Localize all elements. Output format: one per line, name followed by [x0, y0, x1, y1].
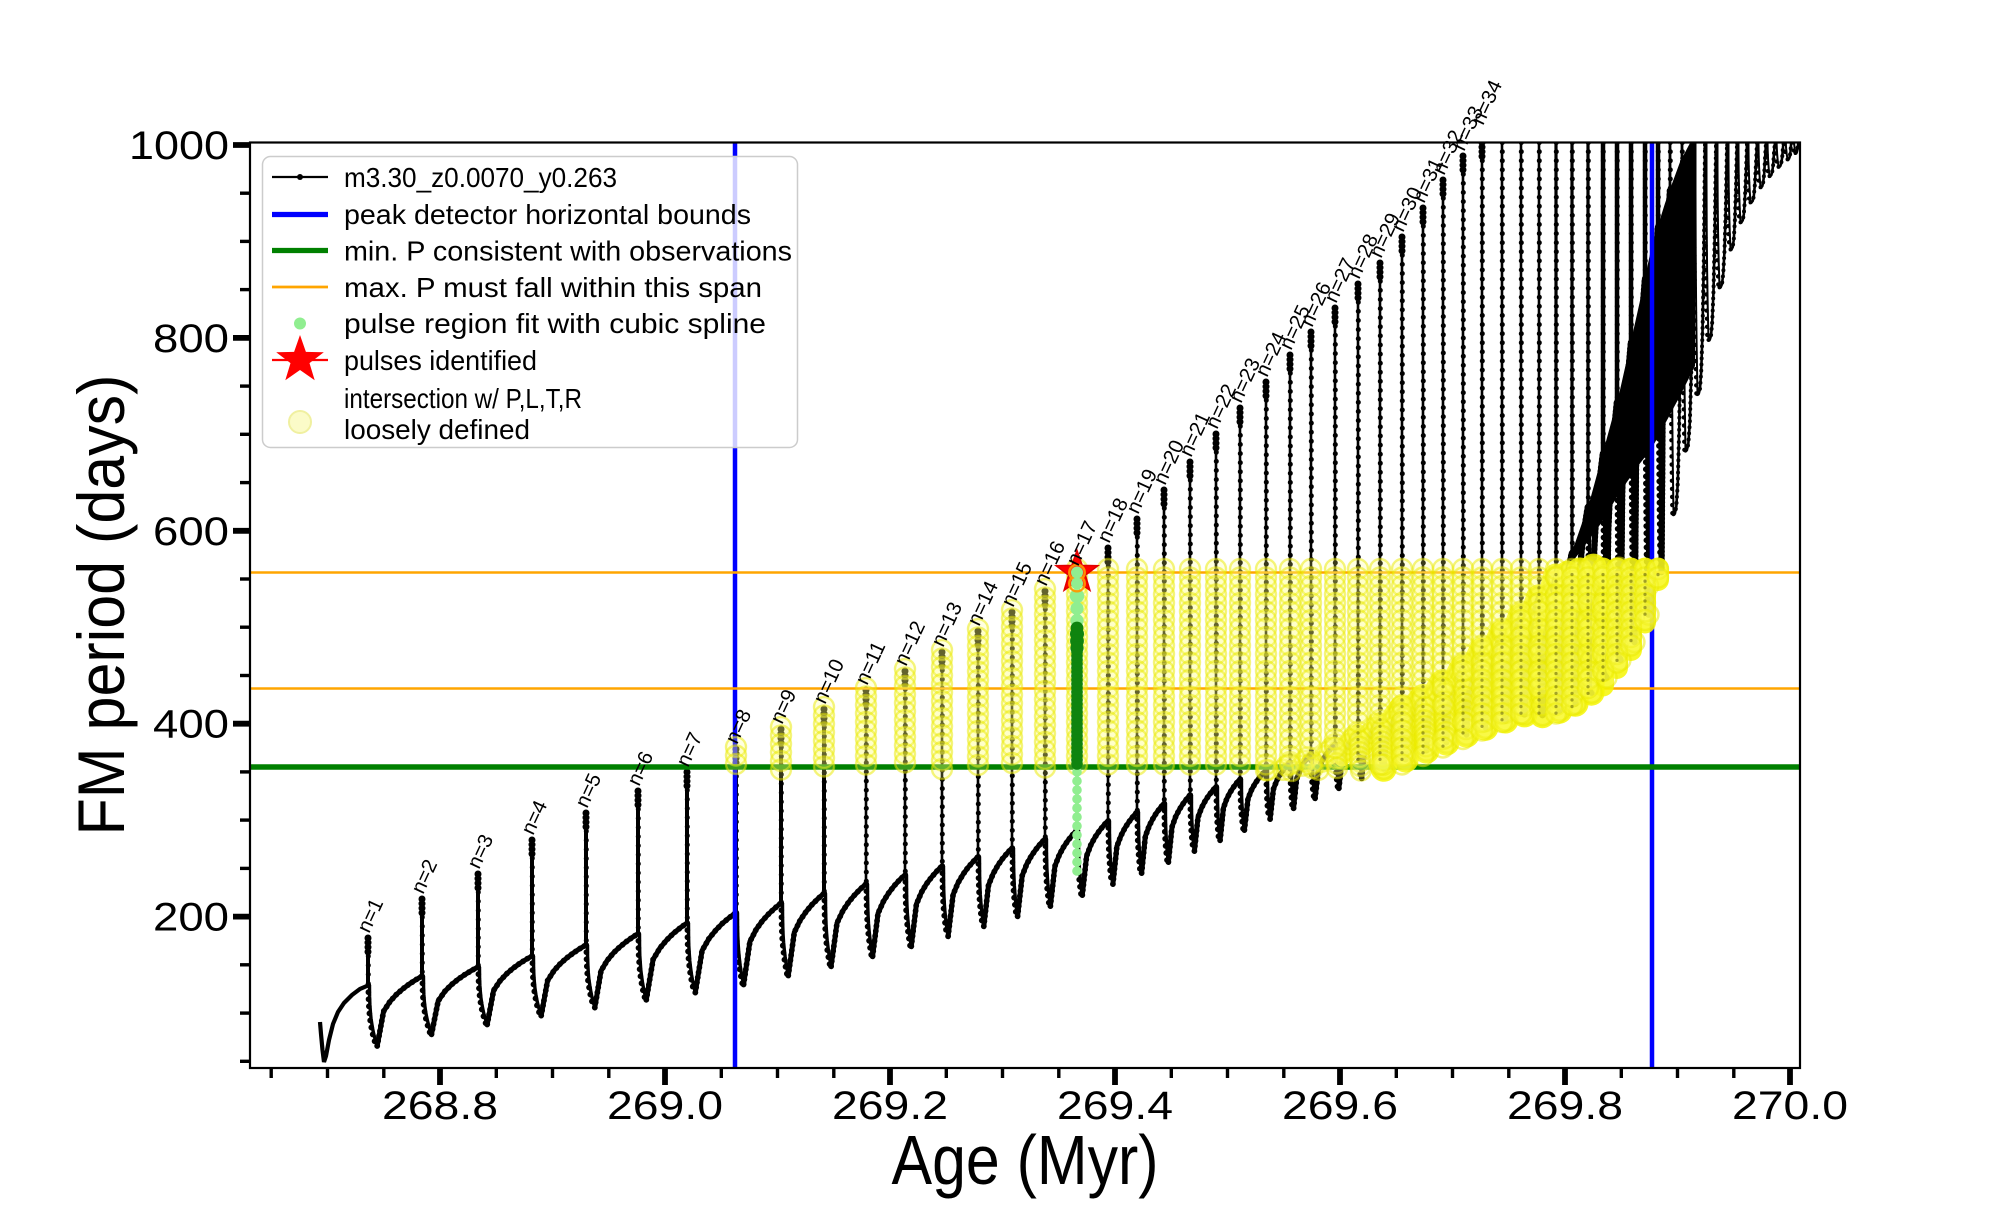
svg-text:FM period (days): FM period (days)	[64, 375, 138, 836]
svg-text:800: 800	[153, 317, 229, 361]
svg-text:200: 200	[153, 896, 229, 940]
svg-text:400: 400	[153, 703, 229, 747]
svg-text:max. P must fall within this s: max. P must fall within this span	[344, 271, 762, 303]
svg-text:270.0: 270.0	[1732, 1084, 1848, 1128]
svg-text:600: 600	[153, 510, 229, 554]
svg-text:269.0: 269.0	[607, 1084, 723, 1128]
svg-text:269.8: 269.8	[1507, 1084, 1623, 1128]
svg-text:268.8: 268.8	[382, 1084, 498, 1128]
svg-text:loosely defined: loosely defined	[344, 413, 530, 445]
svg-text:269.2: 269.2	[832, 1084, 948, 1128]
svg-text:pulses identified: pulses identified	[344, 344, 537, 376]
svg-text:pulse region fit with cubic sp: pulse region fit with cubic spline	[344, 307, 766, 339]
svg-text:Age (Myr): Age (Myr)	[892, 1121, 1159, 1199]
svg-text:1000: 1000	[129, 124, 229, 168]
svg-text:intersection w/ P,L,T,R: intersection w/ P,L,T,R	[344, 382, 582, 414]
svg-text:min. P consistent with observa: min. P consistent with observations	[344, 235, 792, 267]
svg-text:peak detector horizontal bound: peak detector horizontal bounds	[344, 198, 751, 230]
svg-text:269.4: 269.4	[1057, 1084, 1173, 1128]
svg-text:269.6: 269.6	[1282, 1084, 1398, 1128]
svg-text:m3.30_z0.0070_y0.263: m3.30_z0.0070_y0.263	[344, 161, 617, 193]
